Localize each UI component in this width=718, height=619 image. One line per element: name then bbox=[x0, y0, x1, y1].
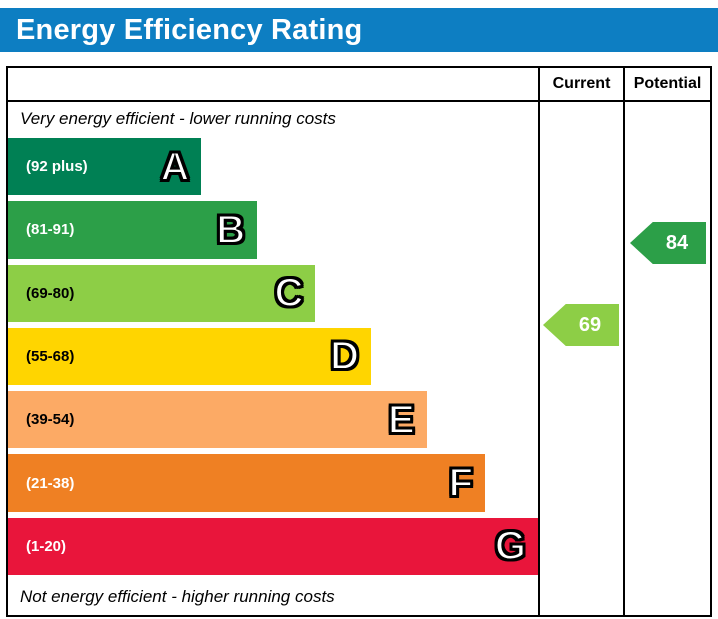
band-f-letter: F bbox=[448, 460, 474, 506]
current-rating-value: 69 bbox=[578, 313, 602, 336]
band-b-range: (81-91) bbox=[26, 221, 75, 239]
current-rating-arrow: 69 bbox=[543, 304, 619, 346]
band-d-bar: (55-68) D bbox=[8, 327, 372, 386]
band-a-bar: (92 plus) A bbox=[8, 138, 202, 196]
band-row-f: (21-38) F bbox=[8, 451, 538, 514]
band-a-letter: A bbox=[160, 144, 191, 190]
band-a-range: (92 plus) bbox=[26, 158, 88, 176]
band-g-bar: (1-20) G bbox=[8, 517, 538, 575]
top-note: Very energy efficient - lower running co… bbox=[20, 108, 336, 128]
current-column-header: Current bbox=[540, 68, 623, 102]
band-row-g: (1-20) G bbox=[8, 515, 538, 578]
band-row-c: (69-80) C bbox=[8, 262, 538, 325]
band-row-d: (55-68) D bbox=[8, 325, 538, 388]
band-d-range: (55-68) bbox=[26, 347, 75, 365]
band-d-letter: D bbox=[329, 333, 360, 379]
potential-rating-value: 84 bbox=[665, 231, 689, 254]
band-e-letter: E bbox=[387, 397, 416, 443]
band-b-letter: B bbox=[215, 207, 246, 253]
potential-rating-arrow: 84 bbox=[630, 222, 706, 264]
bands-column: Very energy efficient - lower running co… bbox=[8, 68, 540, 615]
energy-efficiency-chart: Very energy efficient - lower running co… bbox=[6, 66, 712, 617]
band-b-bar: (81-91) B bbox=[8, 201, 258, 259]
band-g-range: (1-20) bbox=[26, 537, 67, 555]
potential-column: Potential 84 bbox=[625, 68, 710, 615]
page-title: Energy Efficiency Rating bbox=[16, 13, 363, 46]
rating-bands: (92 plus) A (81-91) B (69-80) C bbox=[8, 135, 538, 578]
bands-column-header bbox=[8, 68, 538, 102]
band-row-b: (81-91) B bbox=[8, 198, 538, 261]
band-c-letter: C bbox=[274, 270, 305, 316]
band-e-bar: (39-54) E bbox=[8, 391, 427, 449]
band-c-range: (69-80) bbox=[26, 284, 75, 302]
band-f-bar: (21-38) F bbox=[8, 454, 485, 512]
band-row-a: (92 plus) A bbox=[8, 135, 538, 198]
current-column: Current 69 bbox=[540, 68, 625, 615]
band-f-range: (21-38) bbox=[26, 474, 75, 492]
band-row-e: (39-54) E bbox=[8, 388, 538, 451]
band-e-range: (39-54) bbox=[26, 411, 75, 429]
title-bar: Energy Efficiency Rating bbox=[0, 8, 718, 52]
band-g-letter: G bbox=[494, 523, 527, 569]
bottom-note: Not energy efficient - higher running co… bbox=[20, 586, 335, 606]
potential-column-header: Potential bbox=[625, 68, 710, 102]
band-c-bar: (69-80) C bbox=[8, 264, 316, 322]
